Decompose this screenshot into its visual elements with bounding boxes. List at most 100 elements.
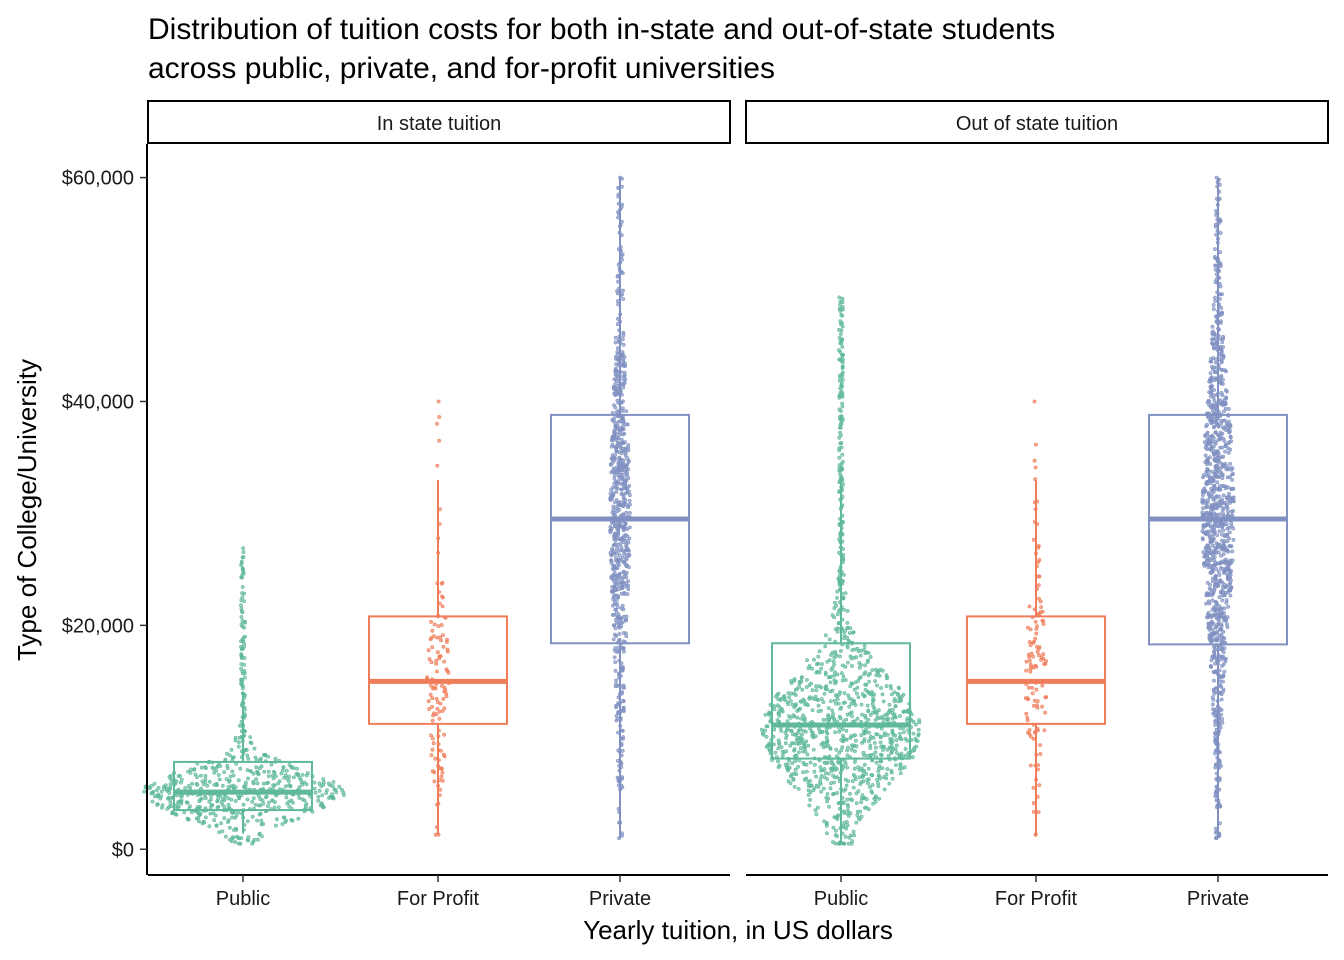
data-point [898,753,902,758]
data-point [1229,487,1234,492]
data-point [255,837,260,842]
data-point [792,691,796,696]
data-point [262,769,267,774]
data-point [625,487,630,492]
data-point [835,775,840,780]
data-point [259,764,264,769]
data-points [425,399,451,837]
data-point [627,498,632,503]
data-point [862,644,867,648]
data-point [833,730,838,735]
data-point [1213,224,1218,229]
data-point [429,620,434,624]
data-point [330,795,335,800]
data-point [1201,550,1206,555]
data-point [1040,618,1045,623]
data-point [255,818,260,823]
data-point [1213,295,1217,300]
data-point [842,636,847,641]
data-point [239,559,244,564]
data-point [620,202,624,207]
y-tick-label: $40,000 [62,391,134,413]
data-point [887,781,892,786]
data-point [1209,658,1214,663]
data-point [261,801,266,806]
data-point [227,825,232,830]
data-point [911,731,916,736]
data-point [858,653,863,658]
data-point [441,644,446,649]
data-point [1217,776,1222,781]
data-point [842,820,847,825]
data-point [880,668,885,673]
data-point [240,684,245,689]
data-point [242,675,247,680]
data-point [1228,447,1233,452]
data-point [620,337,625,342]
data-point [1226,494,1231,499]
data-point [1214,830,1219,835]
data-point [222,770,227,775]
data-point [620,449,625,453]
data-point [1215,202,1220,207]
data-point [1033,620,1038,624]
data-point [621,342,626,347]
data-point [252,746,257,751]
data-point [839,414,844,419]
data-point [860,768,865,773]
data-point [847,723,852,727]
y-axis-title: Type of College/University [12,359,42,661]
data-point [1213,751,1217,756]
data-point [1212,555,1217,560]
data-point [840,296,845,301]
data-point [808,798,813,802]
data-point [436,734,441,739]
data-point [297,796,302,800]
data-point [848,626,853,631]
data-point [898,767,902,771]
data-point [1221,552,1226,557]
data-point [223,758,228,763]
data-point [1200,490,1205,495]
data-point [1036,810,1041,815]
data-point [231,810,236,814]
data-point [816,654,821,659]
data-point [848,811,853,816]
data-point [298,777,303,782]
data-point [622,649,626,654]
data-point [616,730,621,735]
data-point [312,786,317,791]
data-point [868,713,873,717]
data-point [859,800,864,805]
data-point [431,634,436,639]
data-point [437,793,442,798]
data-point [436,748,441,753]
data-point [840,678,845,683]
data-point [287,804,292,809]
data-point [239,646,244,651]
data-point [1214,520,1219,524]
data-point [878,740,883,745]
data-point [819,666,824,671]
data-point [618,778,623,782]
data-point [185,816,190,821]
data-point [230,835,235,840]
data-point [269,762,274,767]
data-point [1221,463,1226,468]
data-point [231,785,236,790]
data-point [832,678,837,683]
data-point [803,723,808,728]
data-point [1221,403,1226,408]
data-point [242,669,247,673]
data-point [1220,381,1225,386]
data-point [1200,513,1205,518]
data-point [217,777,222,782]
data-point [846,693,851,698]
data-point [792,747,797,752]
data-point [164,786,169,791]
data-point [1217,614,1222,619]
data-point [810,667,815,671]
data-point [811,747,816,752]
data-point [1210,324,1215,329]
facet-strip-box [745,100,1329,144]
